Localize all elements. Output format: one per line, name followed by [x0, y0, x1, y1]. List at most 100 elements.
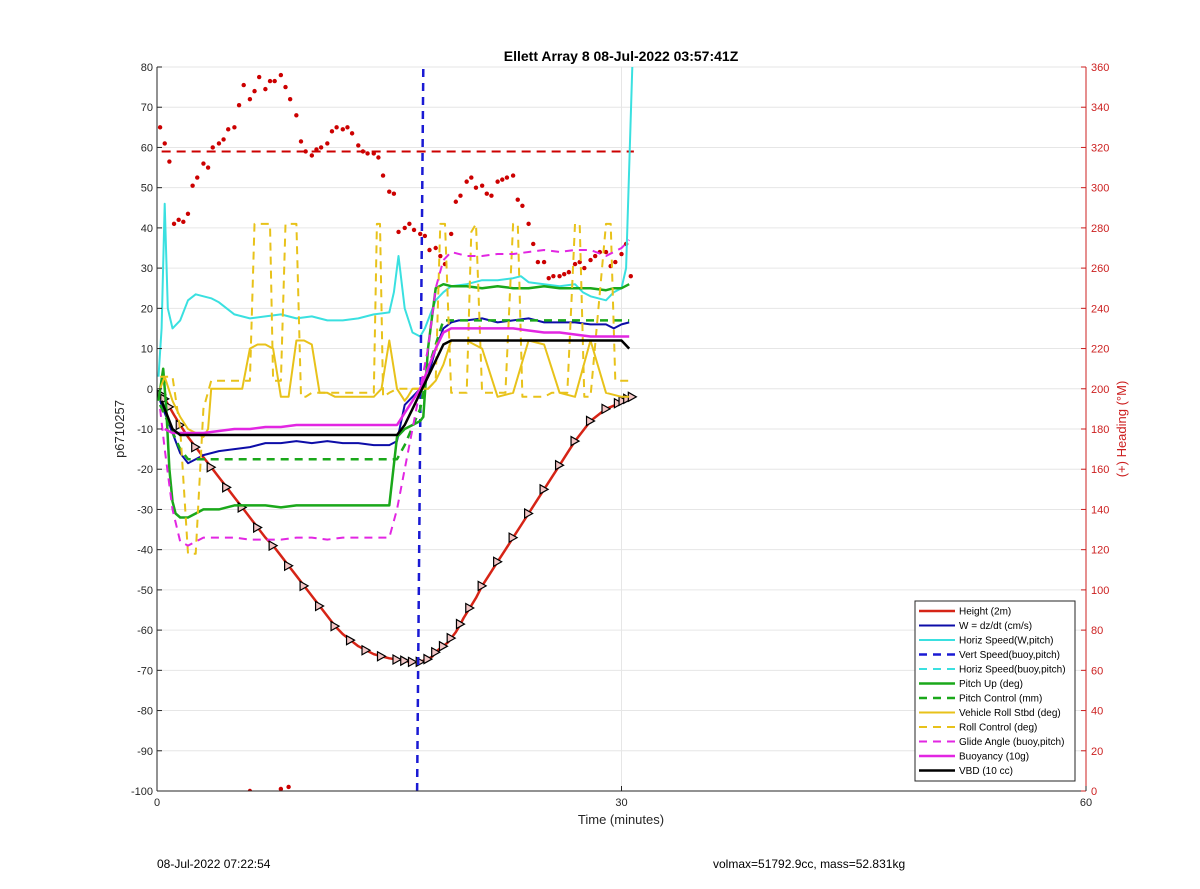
series-line-11: [160, 339, 631, 437]
height-marker: [477, 580, 488, 592]
series-line-3: [415, 67, 425, 791]
y2-tick-label: 340: [1091, 102, 1109, 114]
heading-point: [283, 84, 288, 90]
axes: -100-90-80-70-60-50-40-30-20-10010203040…: [131, 62, 1109, 809]
heading-point: [286, 784, 291, 790]
height-marker: [253, 522, 263, 534]
heading-point: [458, 193, 463, 198]
heading-point: [500, 177, 505, 182]
y2-tick-label: 140: [1091, 504, 1109, 516]
y-tick-label: 10: [141, 344, 153, 356]
height-marker: [345, 634, 356, 646]
heading-point: [588, 257, 593, 263]
series-line-6: [158, 319, 630, 461]
heading-point: [422, 233, 428, 239]
heading-point: [628, 273, 633, 279]
legend-box: [914, 600, 1076, 782]
heading-point: [171, 221, 177, 227]
y2-tick-label: 80: [1091, 625, 1103, 637]
heading-point: [294, 113, 299, 118]
series-line-10: [164, 327, 630, 435]
height-marker: [222, 481, 232, 493]
heading-point: [407, 221, 412, 227]
height-marker: [465, 602, 475, 614]
heading-point: [376, 155, 381, 160]
height-marker: [523, 507, 534, 519]
y2-tick-label: 360: [1091, 62, 1109, 74]
y2-tick-label: 300: [1091, 183, 1109, 195]
heading-point: [185, 211, 191, 217]
y-tick-label: -20: [137, 464, 153, 476]
heading-point: [546, 275, 551, 281]
heading-point: [232, 125, 237, 130]
series-line-7: [159, 339, 630, 438]
height-marker: [508, 532, 519, 544]
heading-point: [557, 273, 562, 279]
y-tick-label: 0: [147, 384, 153, 396]
height-marker: [299, 580, 310, 592]
heading-point: [566, 269, 572, 275]
y2-tick-label: 180: [1091, 424, 1109, 436]
heading-point: [464, 179, 469, 184]
y-tick-label: -10: [137, 424, 153, 436]
height-marker: [268, 540, 279, 552]
heading-point: [551, 273, 556, 279]
heading-point: [453, 199, 459, 204]
heading-point: [272, 78, 277, 84]
legend-label: Horiz Speed(W,pitch): [959, 636, 1053, 647]
y-tick-label: 50: [141, 183, 153, 195]
x-tick-label: 30: [615, 797, 627, 809]
height-marker: [554, 459, 565, 471]
y2-tick-label: 20: [1091, 746, 1103, 758]
height-marker: [191, 441, 201, 453]
heading-point: [531, 241, 536, 247]
legend-label: Buoyancy (10g): [959, 752, 1029, 763]
chart-title: Ellett Array 8 08-Jul-2022 03:57:41Z: [504, 48, 739, 64]
height-marker: [618, 395, 629, 407]
heading-point: [157, 125, 163, 130]
heading-point: [236, 103, 242, 108]
series-layer: [157, 67, 638, 791]
heading-point: [267, 78, 273, 84]
heading-point: [365, 151, 370, 156]
heading-point: [195, 175, 200, 180]
heading-point: [329, 129, 335, 134]
heading-point: [256, 74, 262, 80]
heading-point: [603, 249, 609, 255]
height-marker: [455, 618, 466, 630]
height-marker: [431, 646, 441, 658]
height-marker: [438, 640, 449, 652]
heading-point: [520, 203, 525, 208]
y-tick-label: 30: [141, 263, 153, 275]
heading-point: [391, 191, 397, 196]
heading-point: [535, 259, 541, 265]
y2-tick-label: 40: [1091, 706, 1103, 718]
heading-point: [162, 141, 167, 146]
legend-label: Roll Control (deg): [959, 723, 1037, 734]
y2-tick-label: 240: [1091, 303, 1109, 315]
y-tick-label: 20: [141, 303, 153, 315]
heading-point: [484, 191, 489, 196]
legend-label: Pitch Up (deg): [959, 679, 1023, 690]
y2-tick-label: 120: [1091, 545, 1109, 557]
heading-point: [303, 149, 308, 154]
height-marker: [570, 435, 581, 447]
y-tick-label: -30: [137, 504, 153, 516]
heading-point: [176, 217, 181, 223]
heading-point: [205, 165, 211, 170]
height-marker: [613, 397, 624, 409]
height-marker: [601, 403, 612, 415]
height-marker: [392, 653, 403, 665]
heading-point: [252, 88, 257, 94]
heading-point: [418, 231, 423, 237]
heading-point: [298, 139, 304, 144]
height-marker: [539, 483, 550, 495]
heading-point: [411, 227, 417, 233]
y-tick-label: -90: [137, 746, 153, 758]
series-line-8: [160, 222, 630, 555]
height-marker: [376, 650, 387, 662]
height-marker: [284, 560, 294, 572]
heading-point: [479, 183, 485, 188]
legend-label: W = dz/dt (cm/s): [959, 621, 1032, 632]
